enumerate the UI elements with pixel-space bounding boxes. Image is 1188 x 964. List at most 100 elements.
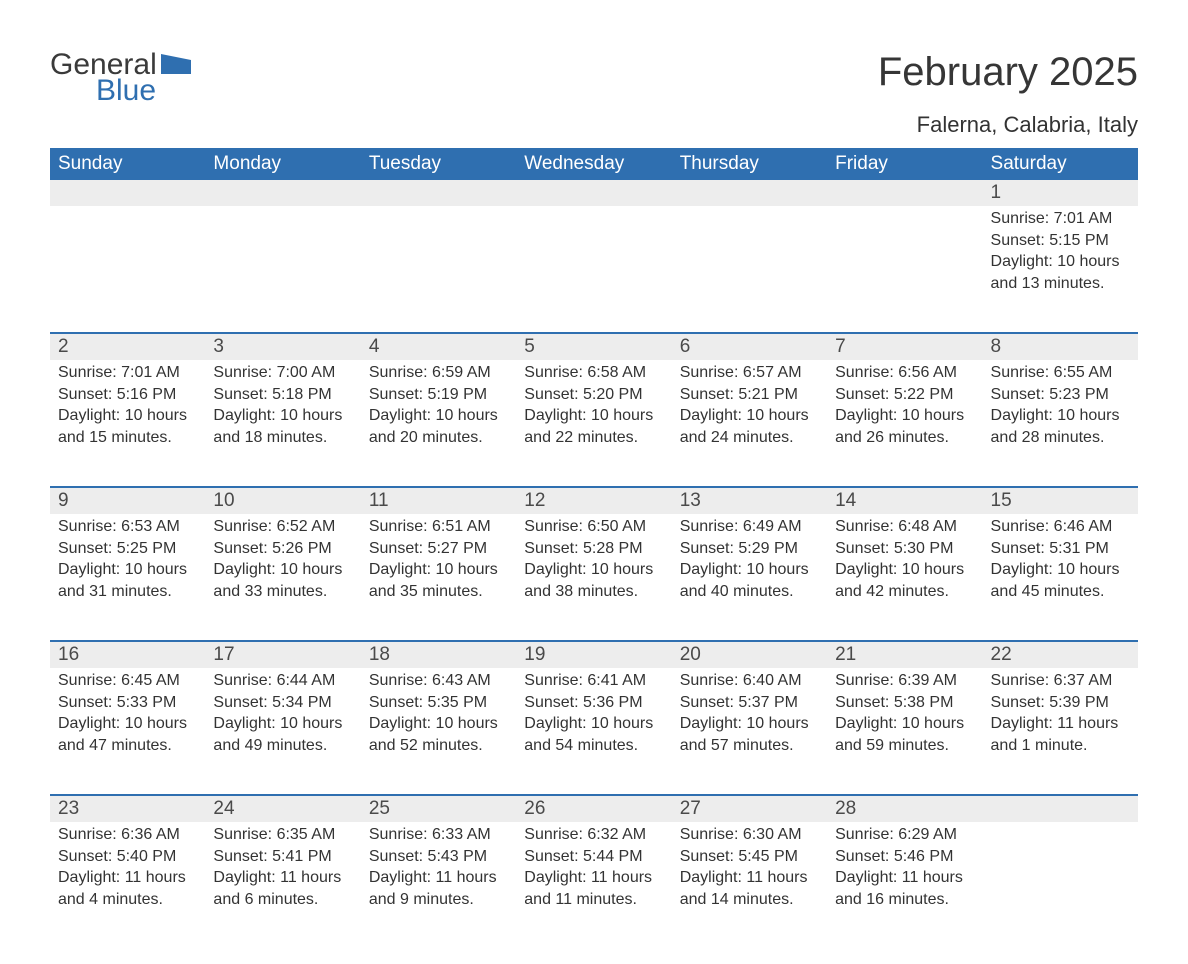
day-details: Sunrise: 6:35 AMSunset: 5:41 PMDaylight:… <box>213 824 352 910</box>
sunset-line: Sunset: 5:23 PM <box>991 384 1130 406</box>
day-details: Sunrise: 6:51 AMSunset: 5:27 PMDaylight:… <box>369 516 508 602</box>
daynum-bar: 2345678 <box>50 332 1138 360</box>
day-number: 12 <box>516 488 671 514</box>
day-cell: Sunrise: 6:48 AMSunset: 5:30 PMDaylight:… <box>827 514 982 626</box>
week-spacer <box>50 780 1138 794</box>
day-details: Sunrise: 6:53 AMSunset: 5:25 PMDaylight:… <box>58 516 197 602</box>
day-number <box>361 180 516 206</box>
day-cell: Sunrise: 6:58 AMSunset: 5:20 PMDaylight:… <box>516 360 671 472</box>
day-number <box>205 180 360 206</box>
day-details: Sunrise: 7:01 AMSunset: 5:16 PMDaylight:… <box>58 362 197 448</box>
sunset-line: Sunset: 5:34 PM <box>213 692 352 714</box>
daylight-line: Daylight: 11 hours and 6 minutes. <box>213 867 352 910</box>
day-details: Sunrise: 6:58 AMSunset: 5:20 PMDaylight:… <box>524 362 663 448</box>
sunrise-line: Sunrise: 6:49 AM <box>680 516 819 538</box>
daylight-line: Daylight: 10 hours and 18 minutes. <box>213 405 352 448</box>
week-row: Sunrise: 7:01 AMSunset: 5:15 PMDaylight:… <box>50 206 1138 318</box>
day-number: 8 <box>983 334 1138 360</box>
day-cell: Sunrise: 6:45 AMSunset: 5:33 PMDaylight:… <box>50 668 205 780</box>
sunrise-line: Sunrise: 6:39 AM <box>835 670 974 692</box>
day-number: 26 <box>516 796 671 822</box>
logo: General Blue <box>50 50 191 106</box>
day-cell: Sunrise: 6:37 AMSunset: 5:39 PMDaylight:… <box>983 668 1138 780</box>
day-cell: Sunrise: 6:43 AMSunset: 5:35 PMDaylight:… <box>361 668 516 780</box>
weeks-container: 1Sunrise: 7:01 AMSunset: 5:15 PMDaylight… <box>50 180 1138 934</box>
daylight-line: Daylight: 10 hours and 57 minutes. <box>680 713 819 756</box>
sunrise-line: Sunrise: 6:50 AM <box>524 516 663 538</box>
day-cell: Sunrise: 6:55 AMSunset: 5:23 PMDaylight:… <box>983 360 1138 472</box>
daylight-line: Daylight: 11 hours and 16 minutes. <box>835 867 974 910</box>
sunrise-line: Sunrise: 6:48 AM <box>835 516 974 538</box>
sunset-line: Sunset: 5:36 PM <box>524 692 663 714</box>
day-number: 15 <box>983 488 1138 514</box>
sunset-line: Sunset: 5:46 PM <box>835 846 974 868</box>
sunset-line: Sunset: 5:45 PM <box>680 846 819 868</box>
day-number: 2 <box>50 334 205 360</box>
calendar-page: General Blue February 2025 Falerna, Cala… <box>0 0 1188 964</box>
day-cell: Sunrise: 6:40 AMSunset: 5:37 PMDaylight:… <box>672 668 827 780</box>
day-cell: Sunrise: 6:52 AMSunset: 5:26 PMDaylight:… <box>205 514 360 626</box>
day-details: Sunrise: 6:30 AMSunset: 5:45 PMDaylight:… <box>680 824 819 910</box>
dow-cell: Saturday <box>983 153 1138 175</box>
day-details: Sunrise: 6:39 AMSunset: 5:38 PMDaylight:… <box>835 670 974 756</box>
daylight-line: Daylight: 10 hours and 52 minutes. <box>369 713 508 756</box>
header: General Blue February 2025 <box>50 50 1138 106</box>
daylight-line: Daylight: 10 hours and 59 minutes. <box>835 713 974 756</box>
day-number: 4 <box>361 334 516 360</box>
day-cell: Sunrise: 6:53 AMSunset: 5:25 PMDaylight:… <box>50 514 205 626</box>
day-number: 20 <box>672 642 827 668</box>
sunset-line: Sunset: 5:16 PM <box>58 384 197 406</box>
day-details: Sunrise: 6:40 AMSunset: 5:37 PMDaylight:… <box>680 670 819 756</box>
sunrise-line: Sunrise: 6:55 AM <box>991 362 1130 384</box>
day-number: 5 <box>516 334 671 360</box>
sunset-line: Sunset: 5:27 PM <box>369 538 508 560</box>
daylight-line: Daylight: 10 hours and 35 minutes. <box>369 559 508 602</box>
daylight-line: Daylight: 10 hours and 22 minutes. <box>524 405 663 448</box>
day-number: 22 <box>983 642 1138 668</box>
day-cell: Sunrise: 6:57 AMSunset: 5:21 PMDaylight:… <box>672 360 827 472</box>
week-row: Sunrise: 6:45 AMSunset: 5:33 PMDaylight:… <box>50 668 1138 780</box>
day-number <box>983 796 1138 822</box>
sunrise-line: Sunrise: 6:59 AM <box>369 362 508 384</box>
day-number: 25 <box>361 796 516 822</box>
sunrise-line: Sunrise: 6:32 AM <box>524 824 663 846</box>
day-number: 11 <box>361 488 516 514</box>
day-details: Sunrise: 6:32 AMSunset: 5:44 PMDaylight:… <box>524 824 663 910</box>
day-cell: Sunrise: 7:01 AMSunset: 5:16 PMDaylight:… <box>50 360 205 472</box>
day-details: Sunrise: 6:48 AMSunset: 5:30 PMDaylight:… <box>835 516 974 602</box>
sunrise-line: Sunrise: 6:46 AM <box>991 516 1130 538</box>
week-row: Sunrise: 6:36 AMSunset: 5:40 PMDaylight:… <box>50 822 1138 934</box>
sunrise-line: Sunrise: 6:53 AM <box>58 516 197 538</box>
sunset-line: Sunset: 5:35 PM <box>369 692 508 714</box>
sunset-line: Sunset: 5:30 PM <box>835 538 974 560</box>
sunrise-line: Sunrise: 7:01 AM <box>58 362 197 384</box>
day-number: 27 <box>672 796 827 822</box>
day-cell: Sunrise: 6:49 AMSunset: 5:29 PMDaylight:… <box>672 514 827 626</box>
day-number: 17 <box>205 642 360 668</box>
daylight-line: Daylight: 10 hours and 47 minutes. <box>58 713 197 756</box>
dow-cell: Tuesday <box>361 153 516 175</box>
daylight-line: Daylight: 10 hours and 33 minutes. <box>213 559 352 602</box>
day-cell: Sunrise: 6:50 AMSunset: 5:28 PMDaylight:… <box>516 514 671 626</box>
sunrise-line: Sunrise: 6:58 AM <box>524 362 663 384</box>
day-cell: Sunrise: 6:36 AMSunset: 5:40 PMDaylight:… <box>50 822 205 934</box>
day-number: 1 <box>983 180 1138 206</box>
day-number <box>827 180 982 206</box>
day-cell: Sunrise: 6:39 AMSunset: 5:38 PMDaylight:… <box>827 668 982 780</box>
day-details: Sunrise: 6:56 AMSunset: 5:22 PMDaylight:… <box>835 362 974 448</box>
day-number: 21 <box>827 642 982 668</box>
sunset-line: Sunset: 5:22 PM <box>835 384 974 406</box>
sunset-line: Sunset: 5:37 PM <box>680 692 819 714</box>
day-cell: Sunrise: 6:46 AMSunset: 5:31 PMDaylight:… <box>983 514 1138 626</box>
daylight-line: Daylight: 11 hours and 1 minute. <box>991 713 1130 756</box>
day-cell <box>672 206 827 318</box>
day-cell <box>361 206 516 318</box>
sunset-line: Sunset: 5:19 PM <box>369 384 508 406</box>
day-cell: Sunrise: 6:59 AMSunset: 5:19 PMDaylight:… <box>361 360 516 472</box>
calendar: SundayMondayTuesdayWednesdayThursdayFrid… <box>50 148 1138 934</box>
day-details: Sunrise: 6:44 AMSunset: 5:34 PMDaylight:… <box>213 670 352 756</box>
sunset-line: Sunset: 5:41 PM <box>213 846 352 868</box>
sunrise-line: Sunrise: 6:41 AM <box>524 670 663 692</box>
sunrise-line: Sunrise: 7:00 AM <box>213 362 352 384</box>
daylight-line: Daylight: 10 hours and 38 minutes. <box>524 559 663 602</box>
